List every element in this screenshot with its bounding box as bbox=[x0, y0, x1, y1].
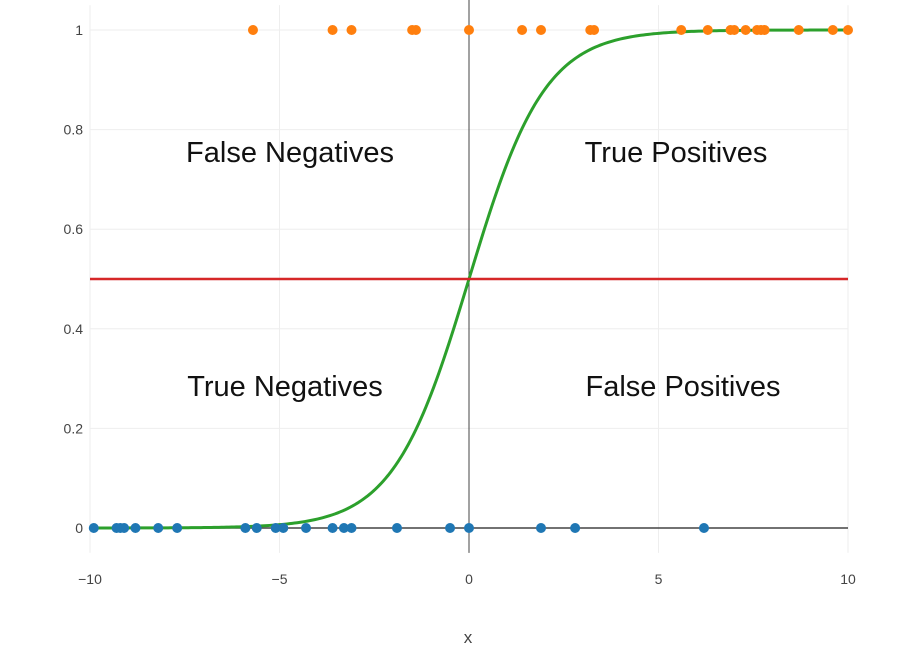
data-point-s0-10 bbox=[676, 25, 687, 35]
data-point-s0-0 bbox=[247, 25, 258, 35]
x-axis-title: x bbox=[464, 628, 473, 647]
x-tick-label-3: 5 bbox=[655, 571, 663, 587]
data-point-s0-14 bbox=[740, 25, 751, 35]
data-point-s0-17 bbox=[759, 25, 770, 35]
false-positives-label: False Positives bbox=[585, 371, 780, 403]
y-tick-label-1: 0.2 bbox=[64, 420, 84, 436]
y-tick-label-2: 0.4 bbox=[64, 321, 84, 337]
data-point-s1-7 bbox=[240, 523, 251, 533]
data-point-s1-19 bbox=[570, 523, 581, 533]
data-point-s1-12 bbox=[327, 523, 338, 533]
y-tick-label-4: 0.8 bbox=[64, 122, 84, 138]
data-point-s0-7 bbox=[536, 25, 547, 35]
data-point-s0-5 bbox=[464, 25, 474, 35]
x-tick-label-1: −5 bbox=[272, 571, 288, 587]
data-point-s1-13 bbox=[338, 523, 349, 533]
data-point-s1-5 bbox=[153, 523, 164, 533]
x-tick-label-2: 0 bbox=[465, 571, 473, 587]
true-positives-label: True Positives bbox=[585, 137, 768, 169]
data-point-s0-6 bbox=[517, 25, 528, 35]
data-point-s1-16 bbox=[445, 523, 456, 533]
data-point-s0-2 bbox=[346, 25, 357, 35]
data-point-s0-1 bbox=[327, 25, 338, 35]
data-point-s1-20 bbox=[698, 523, 709, 533]
true-negatives-label: True Negatives bbox=[187, 371, 383, 403]
data-point-s0-18 bbox=[793, 25, 804, 35]
series-lines bbox=[90, 28, 848, 530]
data-point-s1-17 bbox=[464, 523, 474, 533]
data-point-s1-8 bbox=[251, 523, 262, 533]
data-point-s1-0 bbox=[88, 523, 99, 533]
data-point-s0-19 bbox=[827, 25, 838, 35]
y-tick-label-0: 0 bbox=[75, 520, 83, 536]
data-point-s1-6 bbox=[172, 523, 183, 533]
data-point-s0-20 bbox=[843, 25, 853, 35]
x-tick-label-0: −10 bbox=[78, 571, 102, 587]
data-points bbox=[88, 25, 853, 533]
data-point-s1-18 bbox=[536, 523, 547, 533]
y-tick-label-3: 0.6 bbox=[64, 221, 84, 237]
data-point-s1-14 bbox=[346, 523, 357, 533]
data-point-s1-11 bbox=[301, 523, 312, 533]
false-negatives-label: False Negatives bbox=[186, 137, 394, 169]
data-point-s0-4 bbox=[410, 25, 421, 35]
data-point-s1-10 bbox=[278, 523, 289, 533]
data-point-s0-11 bbox=[702, 25, 713, 35]
data-point-s1-3 bbox=[119, 523, 130, 533]
data-point-s0-9 bbox=[589, 25, 600, 35]
data-point-s0-13 bbox=[729, 25, 740, 35]
data-point-s1-15 bbox=[391, 523, 402, 533]
tick-labels: 0 0.2 0.4 0.6 0.8 1 −10 −5 0 5 10 bbox=[64, 22, 856, 587]
data-point-s1-4 bbox=[130, 523, 141, 533]
x-tick-label-4: 10 bbox=[840, 571, 856, 587]
data-point-s1-9 bbox=[270, 523, 281, 533]
y-tick-label-5: 1 bbox=[75, 22, 83, 38]
